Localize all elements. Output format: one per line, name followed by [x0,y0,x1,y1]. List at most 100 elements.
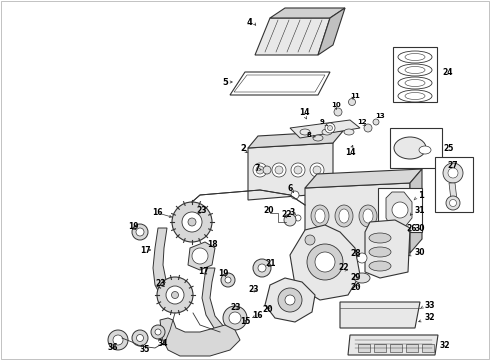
Circle shape [137,334,144,342]
Text: 23: 23 [155,279,166,288]
Circle shape [229,312,241,324]
Polygon shape [160,318,240,356]
Circle shape [285,295,295,305]
Circle shape [192,248,208,264]
Text: 21: 21 [265,260,275,269]
Text: 34: 34 [158,339,169,348]
Polygon shape [234,75,325,92]
Text: 18: 18 [207,239,218,248]
Text: 16: 16 [152,207,163,216]
Ellipse shape [369,233,391,243]
Text: 30: 30 [415,248,425,257]
Text: 9: 9 [320,119,325,125]
Circle shape [188,218,196,226]
Polygon shape [386,192,412,228]
Circle shape [327,126,333,131]
Text: 17: 17 [198,267,209,276]
Text: 11: 11 [350,93,360,99]
Circle shape [113,335,123,345]
Text: 8: 8 [307,132,312,138]
Bar [390,128,442,168]
Ellipse shape [311,205,329,227]
Bar [422,344,434,352]
Polygon shape [449,183,457,200]
Circle shape [258,264,266,272]
Polygon shape [290,225,360,300]
Text: 2: 2 [240,144,246,153]
Text: 29: 29 [350,274,361,283]
Polygon shape [365,220,410,278]
Text: 1: 1 [418,190,424,199]
Circle shape [307,244,343,280]
Bar [378,188,422,232]
Circle shape [448,168,458,178]
Bar [435,157,473,212]
Text: 32: 32 [425,314,436,323]
Ellipse shape [369,261,391,271]
Ellipse shape [369,247,391,257]
Ellipse shape [363,209,373,223]
Bar [393,47,437,102]
Ellipse shape [398,51,432,63]
Circle shape [348,99,356,105]
Circle shape [357,253,367,263]
Circle shape [155,329,161,335]
Text: 14: 14 [299,108,310,117]
Circle shape [443,163,463,183]
Circle shape [182,212,202,232]
Text: 12: 12 [357,119,367,125]
Circle shape [256,166,264,174]
Circle shape [166,286,184,304]
Circle shape [172,292,178,298]
Text: 10: 10 [331,102,341,108]
Polygon shape [290,120,360,138]
Circle shape [132,330,148,346]
Text: 23: 23 [248,285,259,294]
Ellipse shape [315,209,325,223]
Polygon shape [202,268,230,338]
Ellipse shape [354,273,370,283]
Text: 28: 28 [350,249,361,258]
Polygon shape [255,18,330,55]
Text: 25: 25 [443,144,453,153]
Circle shape [284,214,296,226]
Circle shape [225,277,231,283]
Ellipse shape [387,209,397,223]
Ellipse shape [335,205,353,227]
Polygon shape [248,131,343,148]
Text: 22: 22 [338,264,348,273]
Ellipse shape [398,64,432,76]
Circle shape [291,191,299,199]
Ellipse shape [313,135,323,141]
Text: 7: 7 [254,163,259,172]
Polygon shape [340,302,420,328]
Polygon shape [270,8,345,18]
Polygon shape [188,242,215,270]
Text: 19: 19 [218,269,228,278]
Polygon shape [265,278,315,322]
Circle shape [313,166,321,174]
Ellipse shape [344,129,354,135]
Circle shape [151,325,165,339]
Ellipse shape [398,90,432,102]
Text: 36: 36 [108,343,119,352]
Text: 24: 24 [442,68,452,77]
Ellipse shape [405,54,425,60]
Circle shape [334,108,342,116]
Text: 20: 20 [263,206,273,215]
Circle shape [295,215,301,221]
Circle shape [221,273,235,287]
Ellipse shape [359,205,377,227]
Text: 20: 20 [262,306,272,315]
Circle shape [294,166,302,174]
Text: 3: 3 [290,207,295,216]
Text: 16: 16 [252,310,263,320]
Ellipse shape [394,137,426,159]
Polygon shape [410,169,422,253]
Polygon shape [318,8,345,55]
Ellipse shape [300,129,310,135]
Circle shape [392,202,408,218]
Circle shape [325,123,335,133]
Circle shape [136,228,144,236]
Text: 31: 31 [415,206,425,215]
